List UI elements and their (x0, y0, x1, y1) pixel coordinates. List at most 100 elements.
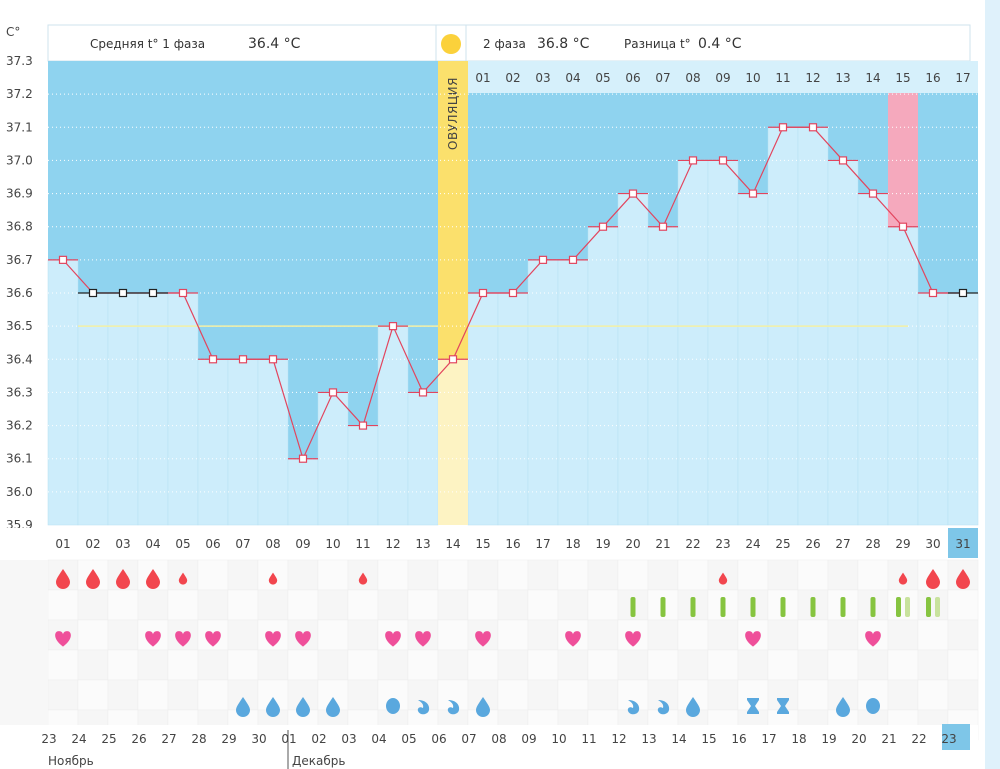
cycle-day-label: 10 (325, 537, 340, 551)
marker-cell (947, 649, 979, 681)
marker-cell (287, 649, 319, 681)
temperature-point (688, 156, 698, 165)
calendar-date-label: 24 (71, 732, 86, 746)
cycle-day-label: 18 (565, 537, 580, 551)
y-tick-label: 36.9 (6, 187, 33, 201)
temperature-bar (227, 359, 259, 526)
calendar-date-label: 09 (521, 732, 536, 746)
marker-cell (677, 619, 709, 651)
temperature-bar (167, 292, 199, 526)
marker-cell (377, 589, 409, 621)
calendar-date-label: 07 (461, 732, 476, 746)
temperature-bar (197, 359, 229, 526)
temperature-bar (137, 292, 169, 526)
difference-value: 0.4 °C (698, 36, 742, 52)
heart-icon (745, 631, 761, 647)
temperature-bar (707, 160, 739, 526)
marker-cell (467, 649, 499, 681)
swirl-drop-icon (627, 700, 640, 715)
cycle-day-label: 03 (115, 537, 130, 551)
water-drop-icon (836, 697, 850, 717)
marker-cell (227, 649, 259, 681)
calendar-date-label: 23 (41, 732, 56, 746)
calendar-date-label: 06 (431, 732, 446, 746)
temperature-point (778, 123, 788, 132)
marker-cell (107, 649, 139, 681)
blood-drop-icon (898, 572, 908, 585)
marker-cell (197, 559, 229, 591)
calendar-date-label: 02 (311, 732, 326, 746)
phase2-day-label: 10 (745, 71, 760, 85)
marker-cell (527, 679, 559, 711)
cycle-day-label: 17 (535, 537, 550, 551)
temperature-point (358, 421, 368, 430)
phase2-day-strip (468, 61, 978, 93)
temperature-point (268, 355, 278, 364)
temperature-bar (677, 160, 709, 526)
marker-cell (227, 619, 259, 651)
mucus-mark-icon (840, 597, 846, 617)
cycle-day-label: 04 (145, 537, 160, 551)
y-tick-label: 37.2 (6, 87, 33, 101)
temperature-point (718, 156, 728, 165)
temperature-point (658, 222, 668, 231)
calendar-date-label: 08 (491, 732, 506, 746)
temperature-bar (647, 226, 679, 526)
temperature-point (238, 355, 248, 364)
mucus-mark-icon (905, 597, 910, 617)
temperature-bar (107, 292, 139, 526)
heart-icon (865, 631, 881, 647)
calendar-date-label: 14 (671, 732, 686, 746)
heart-icon (175, 631, 191, 647)
cycle-day-label: 13 (415, 537, 430, 551)
marker-cell (437, 559, 469, 591)
cycle-day-label: 16 (505, 537, 520, 551)
marker-cell (857, 649, 889, 681)
calendar-date-label: 12 (611, 732, 626, 746)
marker-cell (317, 619, 349, 651)
calendar-date-label: 20 (851, 732, 866, 746)
marker-cell (677, 559, 709, 591)
cycle-day-label: 20 (625, 537, 640, 551)
cycle-day-label: 27 (835, 537, 850, 551)
temperature-bar (77, 292, 109, 526)
heart-icon (145, 631, 161, 647)
phase2-day-label: 03 (535, 71, 550, 85)
marker-cell (917, 619, 949, 651)
marker-cell (377, 649, 409, 681)
marker-cell (707, 619, 739, 651)
calendar-date-label: 04 (371, 732, 386, 746)
temperature-bar (827, 160, 859, 526)
marker-cell (407, 589, 439, 621)
phase2-day-label: 02 (505, 71, 520, 85)
swirl-drop-icon (447, 700, 460, 715)
phase2-day-label: 15 (895, 71, 910, 85)
marker-cell (527, 589, 559, 621)
marker-cell (887, 679, 919, 711)
temperature-bar (347, 425, 379, 526)
temperature-point (208, 355, 218, 364)
marker-cell (497, 679, 529, 711)
heart-icon (625, 631, 641, 647)
temperature-point (808, 123, 818, 132)
side-scroll-strip[interactable] (985, 0, 1000, 769)
phase2-day-label: 09 (715, 71, 730, 85)
temperature-point (868, 189, 878, 198)
phase2-label: 2 фаза (483, 37, 526, 51)
round-drop-icon (386, 698, 400, 714)
temperature-point (568, 255, 578, 264)
marker-cell (497, 559, 529, 591)
marker-cell (107, 619, 139, 651)
marker-cell (497, 649, 529, 681)
temperature-bar (917, 292, 949, 526)
hourglass-icon (747, 698, 759, 714)
y-tick-label: 36.0 (6, 485, 33, 499)
cycle-day-label: 11 (355, 537, 370, 551)
marker-cell (707, 679, 739, 711)
cycle-day-label: 15 (475, 537, 490, 551)
temperature-point (958, 288, 968, 298)
marker-cell (107, 679, 139, 711)
calendar-date-label: 21 (881, 732, 896, 746)
phase2-day-label: 04 (565, 71, 580, 85)
